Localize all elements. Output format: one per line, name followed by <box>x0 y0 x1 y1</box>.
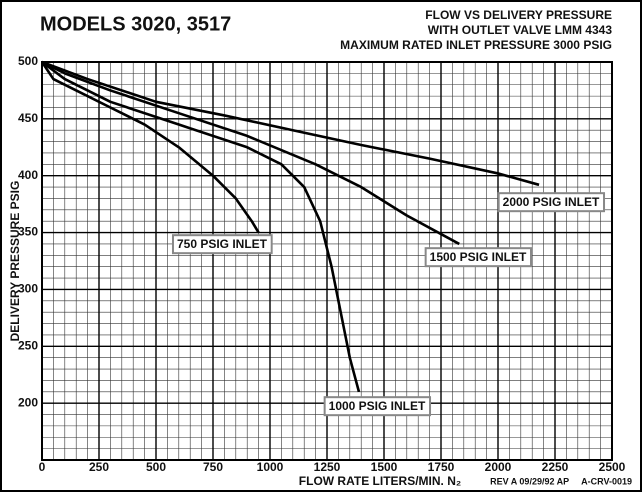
label-box <box>171 234 273 255</box>
x-tick-label: 250 <box>89 460 109 474</box>
subtitle: MAXIMUM RATED INLET PRESSURE 3000 PSIG <box>340 38 612 52</box>
x-tick-label: 750 <box>203 460 223 474</box>
series-label: 2000 PSIG INLET <box>503 195 600 209</box>
x-tick-label: 0 <box>39 460 46 474</box>
x-tick-label: 1000 <box>257 460 284 474</box>
series-line <box>41 60 460 246</box>
plot-border <box>41 61 613 461</box>
y-tick-label: 300 <box>18 282 38 296</box>
label-box <box>424 247 533 268</box>
label-box <box>323 396 432 417</box>
y-tick-label: 400 <box>18 168 38 182</box>
series-label: 1000 PSIG INLET <box>329 399 426 413</box>
x-axis-label: FLOW RATE LITERS/MIN. N₂ <box>299 474 461 488</box>
footer: REV A 09/29/92 AP A-CRV-0019 <box>490 476 632 486</box>
x-tick-label: 2500 <box>599 460 626 474</box>
y-tick-label: 350 <box>18 225 38 239</box>
x-tick-label: 1250 <box>314 460 341 474</box>
x-tick-label: 2000 <box>485 460 512 474</box>
x-tick-label: 1500 <box>371 460 398 474</box>
series-line <box>41 60 361 393</box>
x-tick-label: 2250 <box>542 460 569 474</box>
x-tick-label: 1750 <box>428 460 455 474</box>
series-label: 750 PSIG INLET <box>177 237 268 251</box>
label-box <box>497 192 606 213</box>
y-tick-label: 250 <box>18 338 38 352</box>
series-label: 1500 PSIG INLET <box>430 250 527 264</box>
series-line <box>41 60 540 187</box>
y-axis-label: DELIVERY PRESSURE PSIG <box>8 181 22 342</box>
x-tick-label: 500 <box>146 460 166 474</box>
y-tick-label: 450 <box>18 111 38 125</box>
y-tick-label: 200 <box>18 395 38 409</box>
chart-title: MODELS 3020, 3517 <box>40 13 231 35</box>
subtitle: FLOW VS DELIVERY PRESSURE <box>425 8 612 22</box>
subtitle: WITH OUTLET VALVE LMM 4343 <box>428 23 613 37</box>
series-line <box>40 61 260 234</box>
y-tick-label: 500 <box>18 54 38 68</box>
